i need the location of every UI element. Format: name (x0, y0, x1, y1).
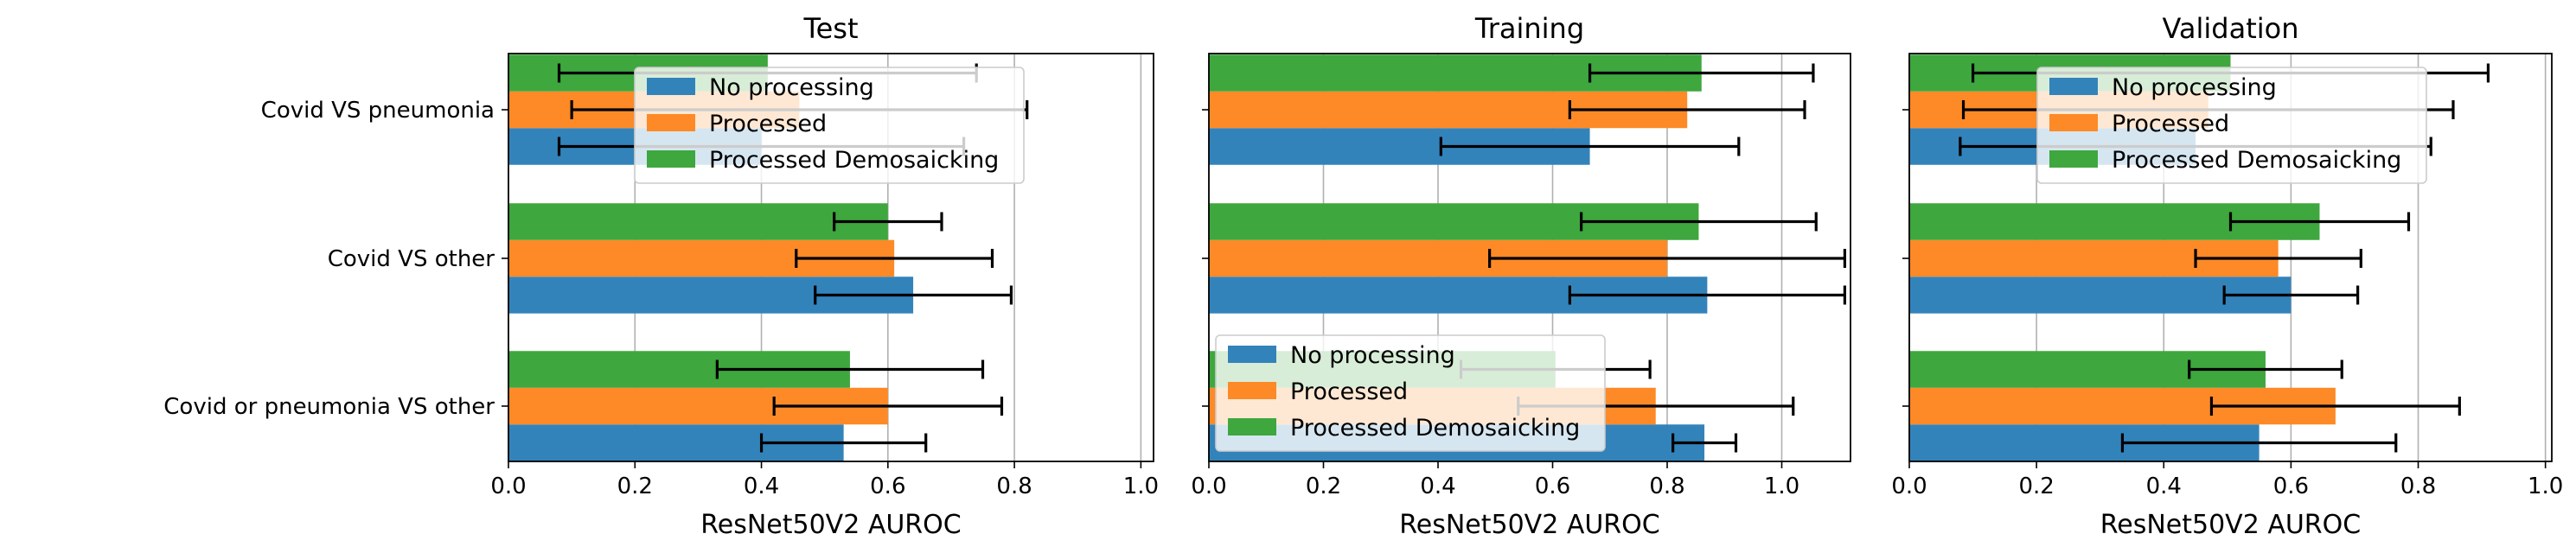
y-category-label: Covid VS other (328, 246, 495, 272)
x-tick-label: 1.0 (2528, 474, 2563, 499)
plot-frame (1208, 53, 1851, 462)
chart-panel-test: 0.0 0.2 0.4 0.6 0.8 1.0 Covid VS pneumonia Covi… (163, 12, 1159, 540)
legend-label: Processed (1290, 378, 1408, 405)
x-tick-label: 0.4 (1420, 474, 1455, 499)
legend-swatch-processed-demosaicking (1228, 418, 1276, 435)
legend-label: Processed Demosaicking (709, 147, 999, 174)
legend-swatch-processed (647, 114, 695, 131)
x-tick-label: 0.6 (1535, 474, 1570, 499)
x-tick-label: 1.0 (1123, 474, 1159, 499)
legend-swatch-processed (1228, 382, 1276, 399)
x-tick-label: 0.0 (490, 474, 526, 499)
legend-label: Processed (709, 111, 827, 137)
legend-label: Processed Demosaicking (1290, 415, 1580, 442)
legend-label: No processing (2112, 74, 2277, 101)
legend-swatch-processed (2049, 114, 2098, 131)
x-tick-label: 1.0 (1764, 474, 1799, 499)
x-tick-label: 0.6 (870, 474, 905, 499)
legend-swatch-processed-demosaicking (2049, 150, 2098, 168)
chart-panel-training: 0.0 0.2 0.4 0.6 0.8 1.0 ResNet50V2 AUROC Traini… (1191, 12, 1851, 540)
x-tick-label: 0.4 (744, 474, 779, 499)
x-tick-label: 0.0 (1191, 474, 1226, 499)
legend-box (634, 67, 1025, 184)
panel-title: Test (802, 12, 858, 45)
x-tick-label: 0.6 (2273, 474, 2309, 499)
legend-swatch-no-processing (2049, 78, 2098, 95)
x-axis-title: ResNet50V2 AUROC (1399, 510, 1659, 540)
y-category-label: Covid or pneumonia VS other (163, 394, 495, 420)
panel-title: Validation (2162, 12, 2298, 45)
x-tick-label: 0.2 (2018, 474, 2054, 499)
panel-title: Training (1474, 12, 1584, 45)
legend-box (2036, 67, 2427, 184)
x-tick-label: 0.4 (2146, 474, 2182, 499)
x-tick-label: 0.8 (2400, 474, 2436, 499)
legend: No processing Processed Processed Demosaic… (634, 67, 1025, 184)
legend: No processing Processed Processed Demosaic… (2036, 67, 2427, 184)
x-tick-label: 0.2 (617, 474, 653, 499)
legend-swatch-no-processing (1228, 346, 1276, 363)
legend: No processing Processed Processed Demosaic… (1215, 334, 1606, 452)
bar-processed-demosaicking (508, 203, 888, 240)
x-tick-label: 0.8 (1649, 474, 1684, 499)
legend-swatch-no-processing (647, 78, 695, 95)
y-category-label: Covid VS pneumonia (261, 98, 495, 124)
plot-frame (508, 53, 1154, 462)
x-axis-title: ResNet50V2 AUROC (2100, 510, 2361, 540)
legend-label: No processing (709, 74, 874, 101)
legend-swatch-processed-demosaicking (647, 150, 695, 168)
plot-frame (1908, 53, 2553, 462)
legend-box (1215, 334, 1606, 452)
legend-label: No processing (1290, 342, 1455, 369)
x-tick-label: 0.0 (1891, 474, 1927, 499)
x-axis-title: ResNet50V2 AUROC (700, 510, 961, 540)
x-tick-label: 0.8 (996, 474, 1032, 499)
x-tick-label: 0.2 (1306, 474, 1341, 499)
legend-label: Processed Demosaicking (2112, 147, 2401, 174)
chart-panel-validation: 0.0 0.2 0.4 0.6 0.8 1.0 ResNet50V2 AUROC Valida… (1891, 12, 2563, 540)
legend-label: Processed (2112, 111, 2229, 137)
